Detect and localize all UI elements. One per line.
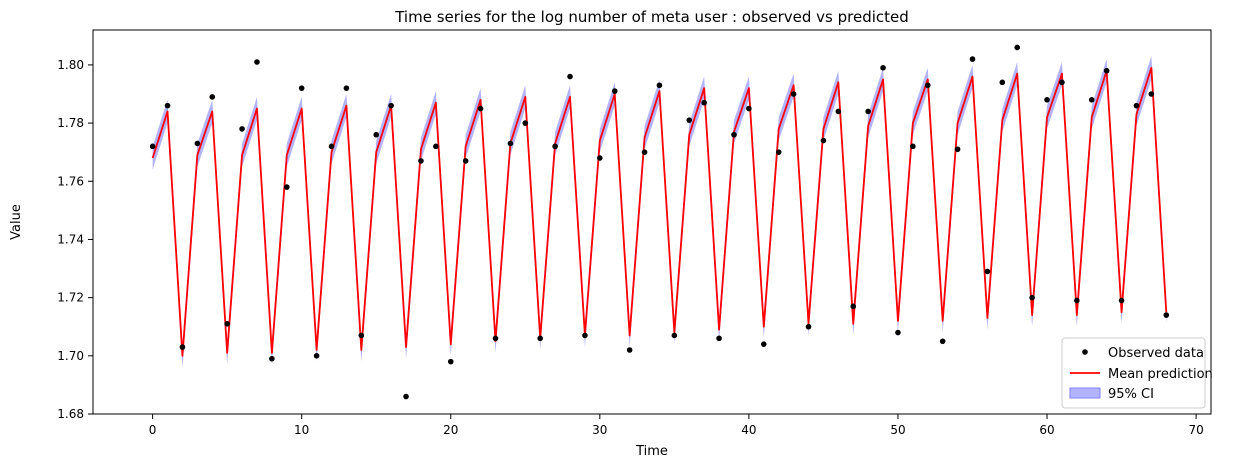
observed-point (477, 105, 484, 112)
x-axis-label: Time (635, 444, 668, 459)
legend-label-ci: 95% CI (1108, 387, 1154, 402)
observed-point (522, 120, 529, 126)
y-tick-label: 1.78 (57, 116, 84, 130)
x-tick-label: 40 (741, 423, 756, 437)
observed-point (805, 323, 812, 330)
observed-point (686, 117, 693, 123)
observed-point (239, 126, 245, 132)
plot-area (149, 44, 1170, 400)
legend-label-observed: Observed data (1108, 346, 1204, 361)
observed-point (939, 338, 946, 345)
observed-point (850, 303, 857, 310)
observed-point (1163, 312, 1170, 318)
observed-point (567, 73, 573, 80)
observed-point (418, 158, 424, 164)
observed-point (194, 140, 201, 147)
observed-point (1103, 67, 1110, 74)
observed-point (403, 393, 409, 400)
legend-label-mean: Mean prediction (1108, 367, 1213, 382)
legend-marker-ci (1069, 387, 1101, 399)
x-tick-label: 60 (1039, 423, 1054, 437)
observed-point (164, 102, 171, 109)
y-tick-label: 1.74 (57, 232, 84, 246)
observed-point (880, 65, 886, 71)
observed-point (865, 108, 871, 115)
x-tick-label: 0 (149, 423, 157, 437)
observed-point (373, 131, 380, 138)
observed-point (716, 335, 722, 342)
x-tick-label: 30 (592, 423, 607, 437)
observed-point (179, 344, 186, 350)
observed-point (790, 91, 797, 97)
observed-point (895, 329, 901, 336)
observed-point (835, 108, 842, 115)
y-axis-label: Value (9, 204, 24, 240)
observed-point (1059, 79, 1065, 86)
observed-point (149, 143, 156, 150)
observed-point (984, 268, 991, 275)
observed-point (269, 355, 275, 362)
observed-point (910, 143, 916, 150)
observed-point (701, 99, 707, 106)
mean-prediction-line (151, 66, 1168, 357)
legend: Observed data Mean prediction 95% CI (1061, 337, 1213, 409)
legend-marker-observed (1082, 349, 1088, 355)
observed-point (507, 140, 514, 147)
observed-point (1148, 91, 1155, 97)
observed-point (254, 59, 260, 65)
observed-point (954, 146, 961, 153)
observed-point (1014, 44, 1021, 51)
observed-point (626, 347, 633, 353)
observed-point (433, 143, 439, 150)
chart-title: Time series for the log number of meta u… (394, 8, 909, 26)
observed-point (283, 184, 290, 190)
observed-point (447, 358, 454, 365)
y-tick-label: 1.76 (57, 174, 84, 188)
observed-point (641, 149, 648, 155)
observed-point (582, 332, 588, 339)
y-tick-label: 1.68 (57, 407, 84, 421)
observed-point (761, 341, 767, 347)
y-axis: 1.68 1.70 1.72 1.74 1.76 1.78 1.80 (57, 58, 93, 421)
observed-point (1074, 297, 1080, 304)
y-tick-label: 1.72 (57, 291, 84, 305)
x-tick-label: 20 (443, 423, 458, 437)
observed-point (1088, 97, 1095, 103)
observed-point (999, 79, 1006, 86)
observed-point (224, 321, 230, 327)
observed-point (537, 335, 543, 342)
observed-point (209, 94, 216, 100)
observed-point (462, 158, 469, 164)
observed-point (298, 85, 305, 91)
observed-point (775, 149, 782, 155)
observed-point (671, 332, 678, 339)
x-tick-label: 10 (294, 423, 309, 437)
plot-frame (92, 29, 1212, 415)
x-tick-label: 70 (1188, 423, 1203, 437)
observed-point (1044, 97, 1050, 103)
observed-point (492, 335, 499, 342)
observed-point (597, 155, 603, 161)
observed-point (1133, 102, 1140, 109)
observed-point (820, 137, 827, 144)
observed-point (746, 105, 752, 112)
observed-point (358, 332, 365, 339)
x-tick-label: 50 (890, 423, 905, 437)
observed-point (1118, 297, 1125, 304)
observed-point (328, 143, 335, 150)
observed-point (969, 56, 976, 62)
observed-point (611, 88, 618, 94)
x-axis: 0 10 20 30 40 50 60 70 (149, 414, 1204, 437)
observed-point (343, 85, 350, 91)
observed-point (552, 143, 558, 150)
observed-point (924, 82, 931, 89)
y-tick-label: 1.70 (57, 349, 84, 363)
observed-point (656, 82, 663, 89)
observed-point (731, 131, 737, 138)
observed-point (313, 353, 320, 359)
observed-point (388, 102, 394, 109)
y-tick-label: 1.80 (57, 58, 84, 72)
observed-point (1029, 294, 1035, 301)
